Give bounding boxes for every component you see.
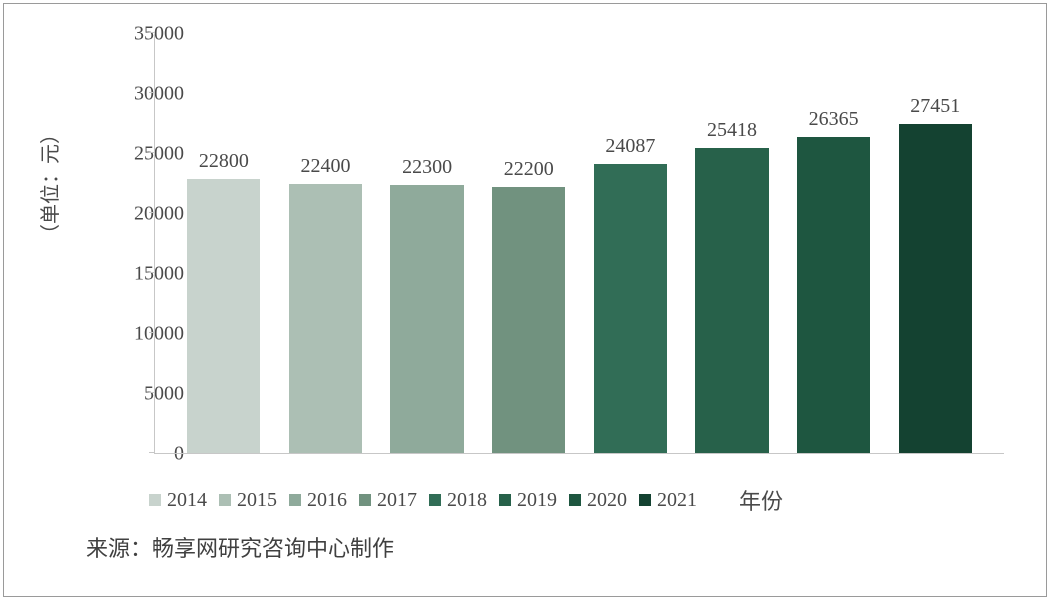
legend-swatch <box>569 494 581 506</box>
bar-value-label: 26365 <box>809 108 859 131</box>
bar-slot: 27451 <box>884 34 986 453</box>
legend-swatch <box>359 494 371 506</box>
legend-item: 2018 <box>429 489 487 512</box>
source-text: 来源：畅享网研究咨询中心制作 <box>86 531 394 563</box>
bars-group: 22800 22400 22300 22200 24087 25418 26365 27451 <box>155 34 1004 453</box>
legend-item: 2015 <box>219 489 277 512</box>
y-axis-title: （单位：元） <box>34 124 63 244</box>
bar-rect <box>492 187 565 453</box>
legend-swatch <box>289 494 301 506</box>
bar-value-label: 22400 <box>300 155 350 178</box>
bar-slot: 22300 <box>376 34 478 453</box>
legend-label: 2019 <box>517 489 557 512</box>
bar-value-label: 22300 <box>402 156 452 179</box>
bar-value-label: 25418 <box>707 119 757 142</box>
legend-swatch <box>499 494 511 506</box>
bar-slot: 24087 <box>580 34 682 453</box>
plot-area: 22800 22400 22300 22200 24087 25418 26365 27451 <box>154 34 1004 454</box>
bar-rect <box>390 185 463 453</box>
bar-value-label: 24087 <box>605 135 655 158</box>
chart-frame: （单位：元） 050001000015000200002500030000350… <box>3 3 1047 597</box>
legend-label: 2017 <box>377 489 417 512</box>
legend-item: 2019 <box>499 489 557 512</box>
legend-item: 2014 <box>149 489 207 512</box>
bar-slot: 22400 <box>275 34 377 453</box>
legend-swatch <box>639 494 651 506</box>
bar-rect <box>289 184 362 453</box>
legend-swatch <box>429 494 441 506</box>
legend-label: 2014 <box>167 489 207 512</box>
bar-value-label: 22200 <box>504 158 554 181</box>
legend-item: 2020 <box>569 489 627 512</box>
bar-slot: 26365 <box>783 34 885 453</box>
legend-label: 2020 <box>587 489 627 512</box>
bar-rect <box>594 164 667 453</box>
legend-swatch <box>219 494 231 506</box>
legend-swatch <box>149 494 161 506</box>
bar-slot: 22200 <box>478 34 580 453</box>
legend-item: 2017 <box>359 489 417 512</box>
legend-label: 2015 <box>237 489 277 512</box>
legend-item: 2016 <box>289 489 347 512</box>
legend-label: 2018 <box>447 489 487 512</box>
bar-value-label: 22800 <box>199 150 249 173</box>
legend-item: 2021 <box>639 489 697 512</box>
y-tick-mark <box>149 32 155 33</box>
bar-rect <box>899 124 972 453</box>
legend-label: 2021 <box>657 489 697 512</box>
legend: 2014 2015 2016 2017 2018 2019 2020 2021 年份 <box>149 484 1019 516</box>
bar-rect <box>187 179 260 453</box>
bar-rect <box>797 137 870 453</box>
bar-rect <box>695 148 768 453</box>
bar-value-label: 27451 <box>910 95 960 118</box>
legend-label: 2016 <box>307 489 347 512</box>
bar-slot: 25418 <box>681 34 783 453</box>
bar-slot: 22800 <box>173 34 275 453</box>
x-axis-title: 年份 <box>739 484 783 516</box>
